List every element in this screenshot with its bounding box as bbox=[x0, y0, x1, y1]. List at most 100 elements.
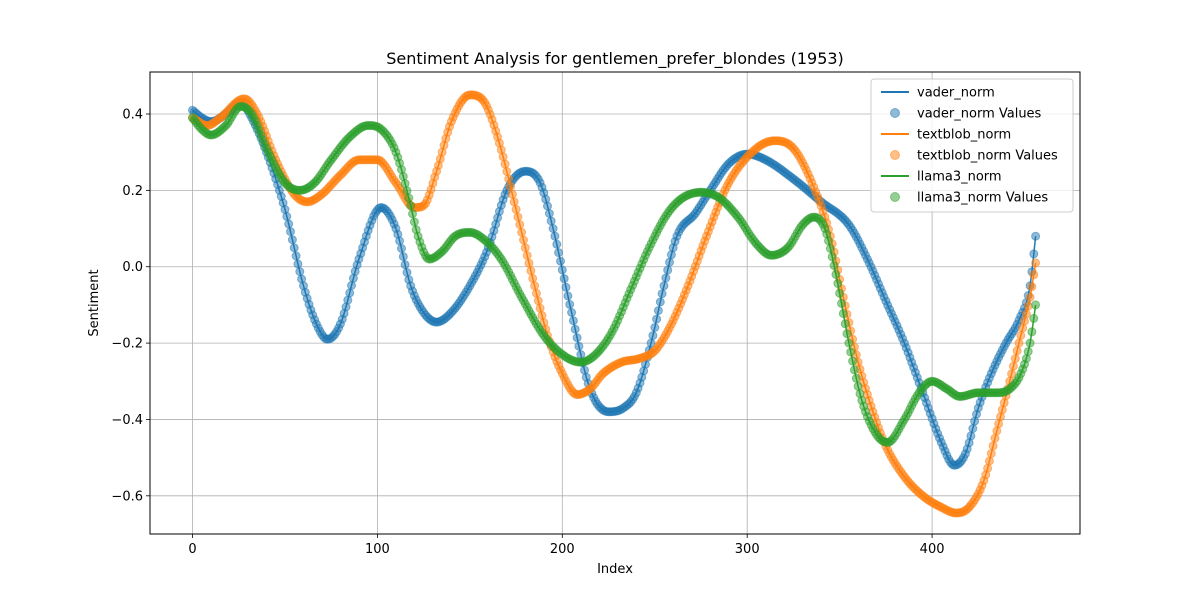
data-point bbox=[513, 212, 523, 222]
data-point bbox=[522, 251, 532, 260]
data-point bbox=[506, 182, 515, 192]
legend-label: llama3_norm bbox=[917, 170, 1002, 185]
data-point bbox=[842, 329, 852, 339]
plot-data bbox=[188, 90, 1041, 518]
data-point bbox=[984, 456, 994, 466]
data-point bbox=[986, 449, 996, 459]
data-point bbox=[661, 273, 671, 283]
data-point bbox=[409, 217, 419, 227]
axes-frame bbox=[149, 71, 1081, 535]
data-point bbox=[1023, 347, 1033, 357]
data-point bbox=[837, 298, 846, 308]
x-axis-label: Index bbox=[597, 562, 633, 577]
data-point bbox=[284, 219, 294, 229]
series-textblob_norm bbox=[188, 90, 1041, 518]
legend-label: llama3_norm Values bbox=[917, 191, 1048, 206]
data-point bbox=[827, 252, 837, 262]
data-point bbox=[988, 441, 998, 451]
data-point bbox=[533, 296, 543, 306]
y-tick-label: 0.2 bbox=[122, 184, 143, 199]
data-point bbox=[574, 341, 584, 351]
data-point bbox=[345, 288, 355, 298]
x-tick-label: 200 bbox=[550, 542, 575, 557]
data-point bbox=[511, 205, 521, 214]
data-point bbox=[1031, 231, 1041, 241]
data-point bbox=[548, 224, 558, 233]
data-point bbox=[293, 259, 303, 269]
legend-label: vader_norm bbox=[917, 86, 995, 101]
data-point bbox=[665, 257, 674, 267]
data-point bbox=[652, 314, 662, 324]
legend-label: textblob_norm Values bbox=[917, 149, 1058, 164]
data-point bbox=[1031, 258, 1041, 268]
data-point bbox=[406, 201, 416, 211]
data-point bbox=[559, 274, 569, 284]
data-point bbox=[1029, 270, 1039, 280]
data-point bbox=[983, 463, 993, 473]
data-point bbox=[498, 152, 508, 162]
data-point bbox=[543, 201, 552, 211]
data-point bbox=[659, 281, 669, 291]
legend-marker-swatch bbox=[890, 108, 900, 118]
data-point bbox=[990, 433, 1000, 443]
data-point bbox=[398, 252, 408, 262]
data-point bbox=[1029, 249, 1039, 259]
data-point bbox=[504, 174, 514, 184]
data-point bbox=[831, 269, 841, 279]
y-tick-label: 0.4 bbox=[122, 108, 143, 123]
chart-title: Sentiment Analysis for gentlemen_prefer_… bbox=[386, 49, 844, 69]
legend-box bbox=[870, 78, 1074, 213]
data-point bbox=[851, 373, 861, 383]
data-point bbox=[1021, 309, 1031, 319]
data-point bbox=[968, 424, 978, 433]
data-point bbox=[520, 243, 530, 253]
data-point bbox=[397, 244, 406, 253]
legend-label: vader_norm Values bbox=[917, 107, 1042, 122]
data-point bbox=[524, 258, 534, 268]
data-point bbox=[824, 236, 833, 246]
data-point bbox=[502, 167, 512, 176]
data-point bbox=[552, 239, 562, 249]
legend-marker-swatch bbox=[890, 192, 900, 202]
legend-label: textblob_norm bbox=[917, 128, 1011, 143]
x-tick-label: 100 bbox=[365, 542, 390, 557]
y-tick-label: 0.0 bbox=[122, 260, 143, 275]
data-point bbox=[840, 319, 850, 329]
data-point bbox=[1027, 282, 1037, 292]
data-point bbox=[395, 236, 405, 246]
data-point bbox=[544, 209, 554, 218]
data-point bbox=[1029, 313, 1039, 323]
data-point bbox=[825, 244, 835, 253]
data-point bbox=[657, 289, 667, 299]
data-point bbox=[530, 281, 540, 291]
data-point bbox=[295, 267, 305, 277]
ticks: 0 100 200 300 400 −0.6 −0.4 −0.2 0.0 0.2 0.4 bbox=[111, 108, 944, 558]
data-point bbox=[1025, 338, 1035, 348]
data-point bbox=[535, 303, 545, 313]
x-tick-label: 0 bbox=[188, 542, 196, 557]
data-point bbox=[509, 197, 519, 207]
data-point bbox=[1016, 331, 1026, 340]
y-tick-label: −0.6 bbox=[111, 489, 143, 504]
data-point bbox=[846, 347, 856, 357]
data-point bbox=[531, 288, 541, 298]
data-point bbox=[402, 186, 412, 196]
data-point bbox=[408, 209, 417, 219]
data-point bbox=[848, 356, 858, 366]
data-point bbox=[1027, 327, 1037, 337]
data-point bbox=[650, 323, 660, 332]
data-point bbox=[567, 308, 577, 317]
data-point bbox=[829, 261, 839, 271]
data-point bbox=[572, 333, 582, 343]
data-point bbox=[286, 227, 295, 237]
data-point bbox=[550, 231, 560, 241]
data-point bbox=[400, 260, 410, 270]
data-point bbox=[287, 235, 297, 245]
data-point bbox=[563, 291, 573, 301]
data-point bbox=[1023, 301, 1033, 311]
data-point bbox=[515, 220, 525, 230]
data-point bbox=[282, 211, 292, 221]
data-point bbox=[554, 248, 564, 258]
data-point bbox=[966, 431, 976, 441]
